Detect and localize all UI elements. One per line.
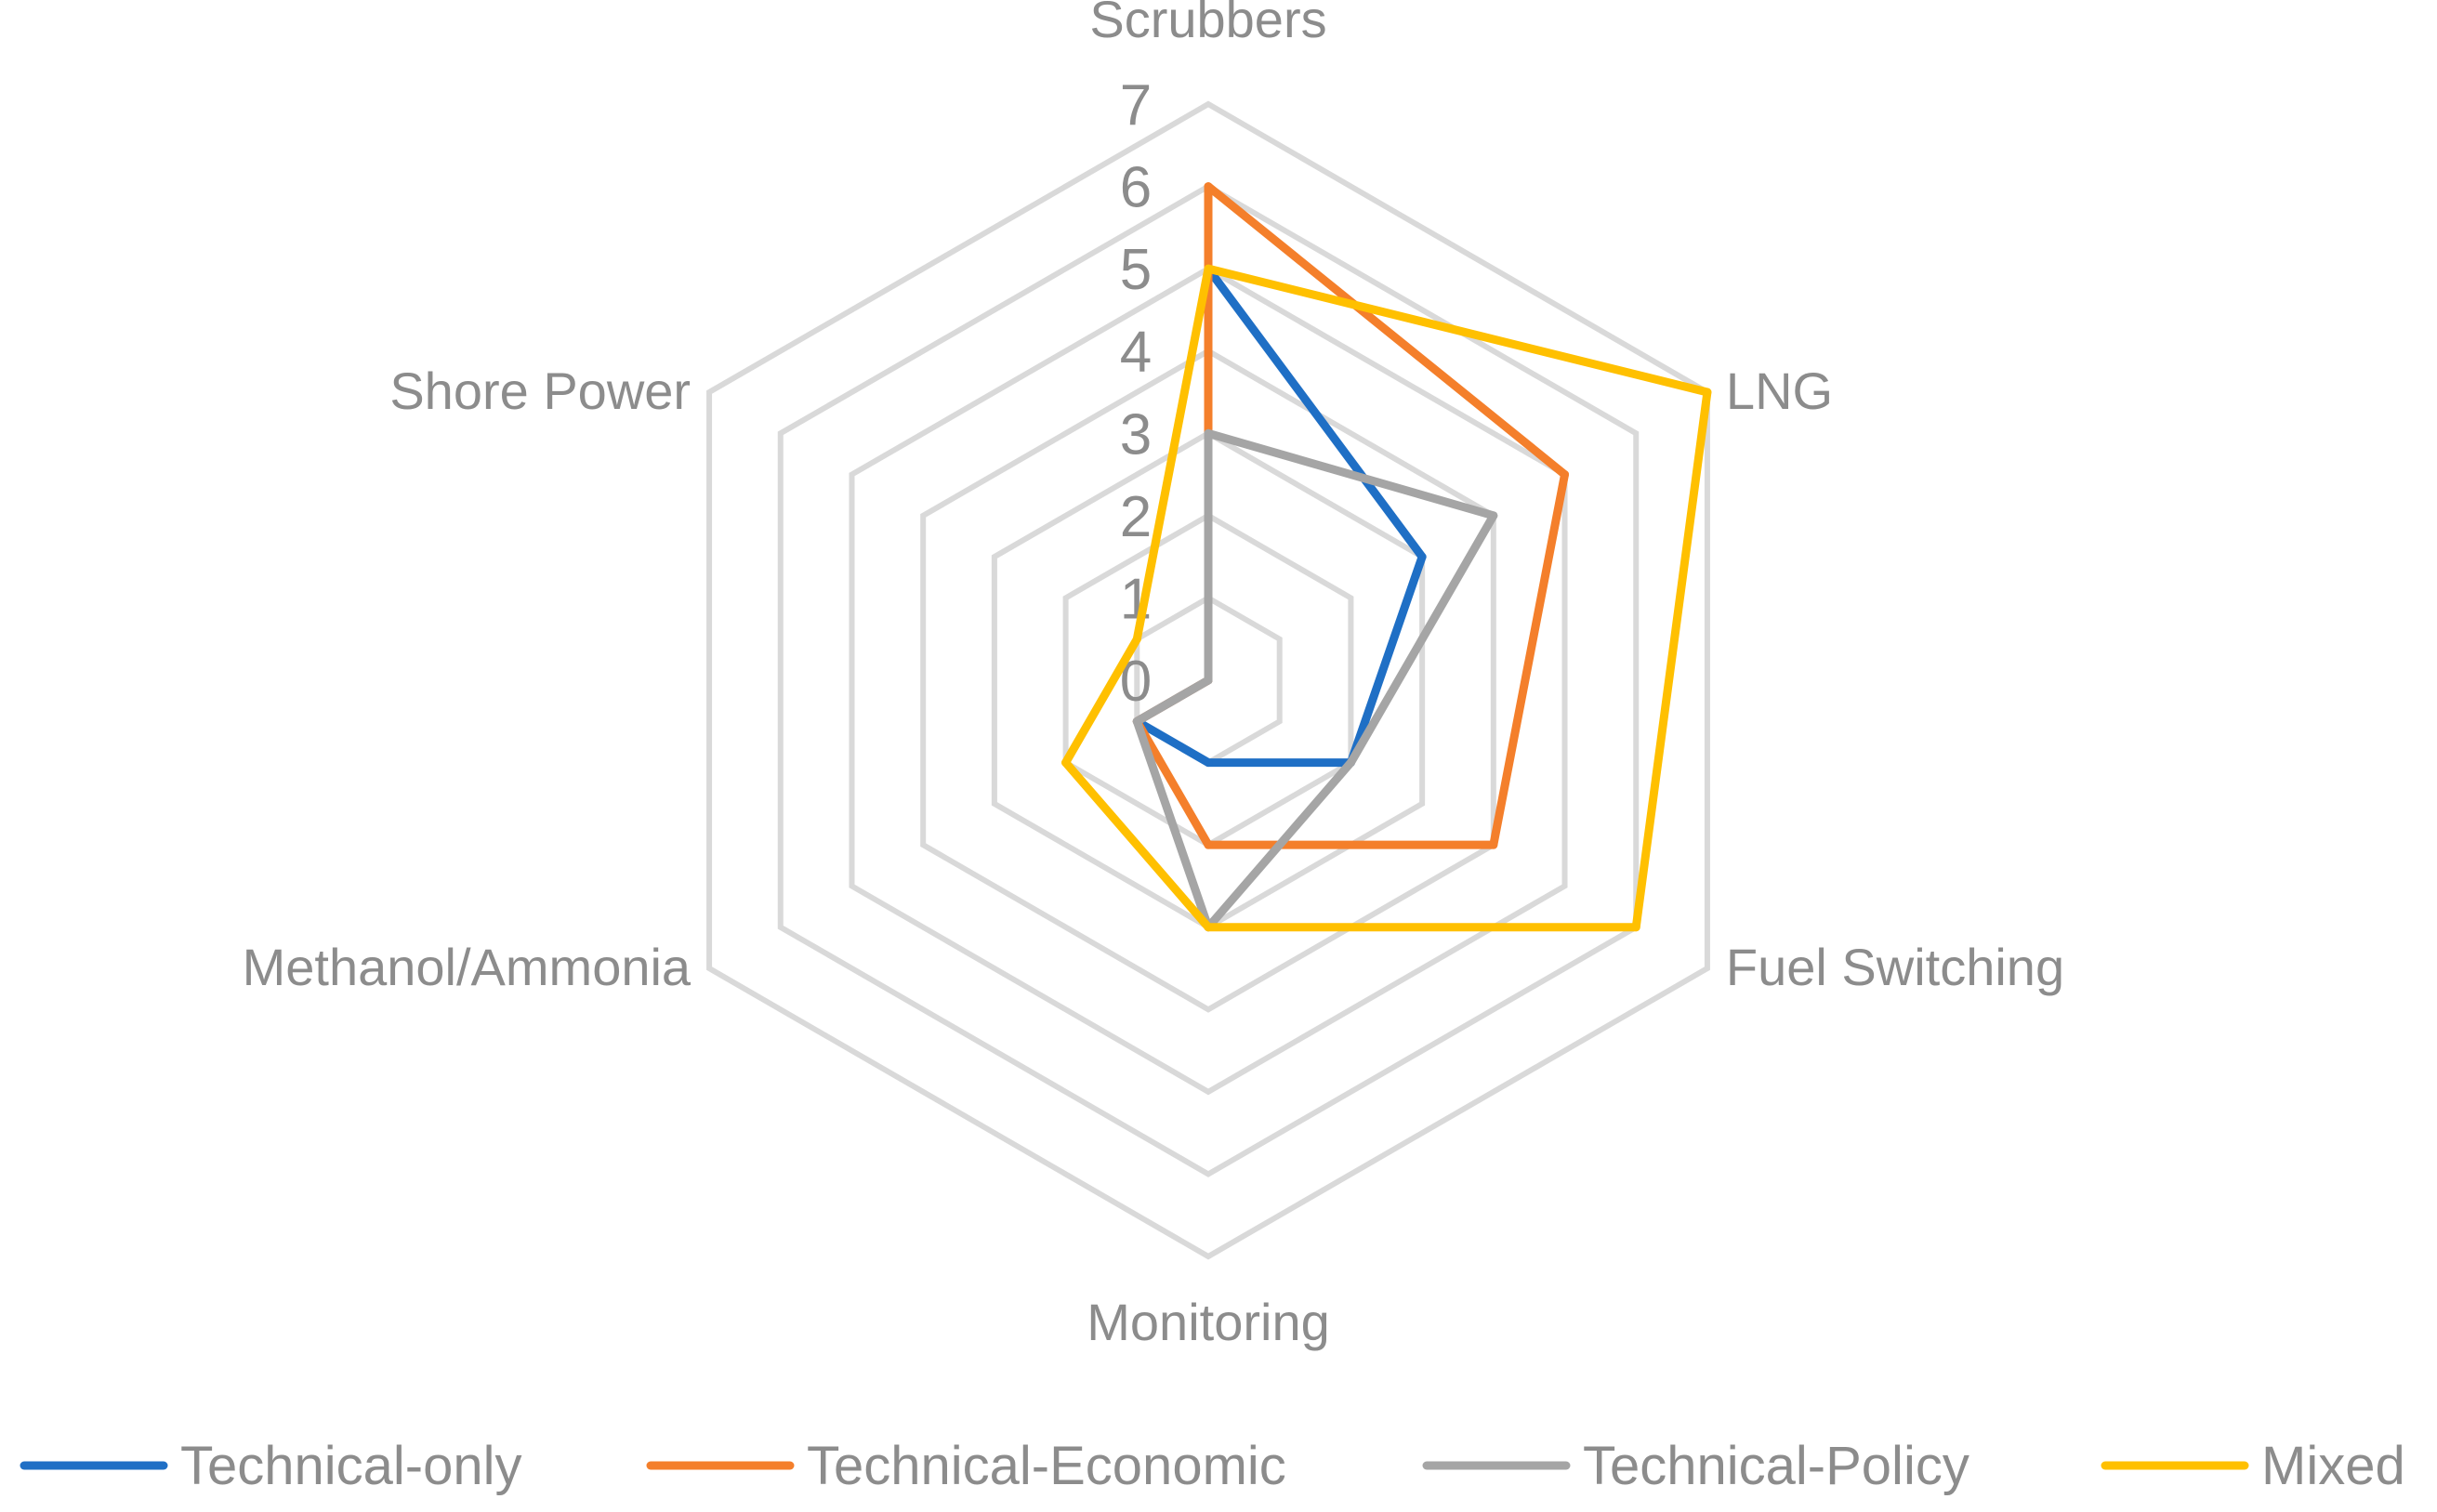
legend-label: Technical-Policy xyxy=(1583,1436,1969,1496)
data-point xyxy=(1204,182,1213,191)
grid-ring-6 xyxy=(777,183,1640,1177)
data-point xyxy=(1489,511,1498,520)
data-point xyxy=(1204,758,1213,768)
legend-label: Mixed xyxy=(2261,1436,2405,1496)
tick-label: 5 xyxy=(1120,238,1152,302)
axis-label: Monitoring xyxy=(1087,1293,1329,1351)
tick-label: 7 xyxy=(1120,73,1152,138)
legend-label: Technical-only xyxy=(180,1436,522,1496)
axis-label: Fuel Switching xyxy=(1726,938,2064,996)
data-point xyxy=(1061,758,1071,768)
axis-label-layer: Scrubbers LNG Fuel Switching Monitoring Meth… xyxy=(243,0,2064,1351)
data-point xyxy=(1132,635,1141,644)
data-point xyxy=(1417,552,1427,561)
series-layer xyxy=(1061,182,1712,932)
data-point xyxy=(1204,840,1213,849)
axis-label: Methanol/Ammonia xyxy=(243,938,692,996)
tick-label: 4 xyxy=(1120,321,1152,385)
series-line-4 xyxy=(1061,264,1712,932)
legend: Technical-only Technical-Economic Technica… xyxy=(20,1436,2405,1496)
legend-label: Technical-Economic xyxy=(807,1436,1286,1496)
series-line-3 xyxy=(1132,428,1498,932)
axis-label: LNG xyxy=(1726,362,1833,420)
data-point xyxy=(1489,840,1498,849)
data-point xyxy=(1631,923,1640,932)
data-point xyxy=(1561,470,1570,480)
data-point xyxy=(1132,717,1141,726)
data-point xyxy=(1703,388,1712,397)
data-point xyxy=(1204,923,1213,932)
tick-label: 3 xyxy=(1120,402,1152,467)
tick-label: 6 xyxy=(1120,156,1152,220)
axis-label: Scrubbers xyxy=(1089,0,1326,48)
data-point xyxy=(1204,264,1213,273)
data-point xyxy=(1204,676,1213,685)
data-point xyxy=(1204,428,1213,438)
data-point xyxy=(1346,758,1355,768)
axis-label: Shore Power xyxy=(389,362,691,420)
tick-label: 2 xyxy=(1120,485,1152,549)
